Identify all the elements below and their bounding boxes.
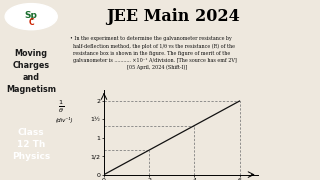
Text: (div⁻¹): (div⁻¹) xyxy=(55,118,73,123)
Text: • In the experiment to determine the galvanometer resistance by
  half-deflectio: • In the experiment to determine the gal… xyxy=(70,36,237,70)
Circle shape xyxy=(5,4,57,30)
Text: Class
12 Th
Physics: Class 12 Th Physics xyxy=(12,129,50,161)
Text: C: C xyxy=(28,18,34,27)
Text: JEE Main 2024: JEE Main 2024 xyxy=(106,8,240,25)
Text: Sp: Sp xyxy=(25,11,38,20)
Text: $\frac{1}{\theta}$: $\frac{1}{\theta}$ xyxy=(58,99,64,115)
Text: Moving
Charges
and
Magnetism: Moving Charges and Magnetism xyxy=(6,49,56,94)
